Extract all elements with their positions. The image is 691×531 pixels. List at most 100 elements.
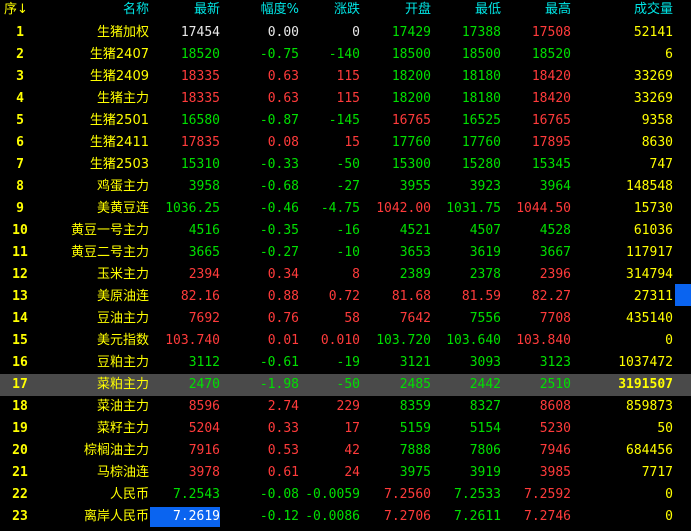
cell-low: 3923 <box>469 179 501 194</box>
cell-seq: 14 <box>12 311 28 326</box>
cell-high: 3985 <box>539 465 571 480</box>
cell-change: 115 <box>336 69 360 84</box>
cell-high: 3964 <box>539 179 571 194</box>
cell-change: 15 <box>344 135 360 150</box>
cell-seq: 9 <box>16 201 24 216</box>
cell-high: 3123 <box>539 355 571 370</box>
cell-pct: 0.63 <box>267 69 299 84</box>
table-row[interactable]: 14 豆油主力 7692 0.76 58 7642 7556 7708 435140 <box>0 308 691 330</box>
cell-pct: 0.33 <box>267 421 299 436</box>
header-low[interactable]: 最低 <box>474 2 501 17</box>
table-row[interactable]: 10 黄豆一号主力 4516 -0.35 -16 4521 4507 4528 61036 <box>0 220 691 242</box>
cell-low: 3919 <box>469 465 501 480</box>
cell-open: 3653 <box>399 245 431 260</box>
cell-latest: 16580 <box>180 113 220 128</box>
cell-volume: 0 <box>665 509 673 524</box>
cell-high: 18520 <box>531 47 571 62</box>
scroll-indicator[interactable] <box>675 284 691 306</box>
cell-open: 3955 <box>399 179 431 194</box>
header-volume[interactable]: 成交量 <box>633 2 673 17</box>
cell-high: 7708 <box>539 311 571 326</box>
cell-latest: 18335 <box>180 91 220 106</box>
table-row[interactable]: 8 鸡蛋主力 3958 -0.68 -27 3955 3923 3964 148548 <box>0 176 691 198</box>
cell-pct: -0.35 <box>259 223 299 238</box>
cell-open: 16765 <box>391 113 431 128</box>
table-row[interactable]: 21 马棕油连 3978 0.61 24 3975 3919 3985 7717 <box>0 462 691 484</box>
cell-volume: 148548 <box>626 179 673 194</box>
table-header: 序↓ 名称 最新 幅度% 涨跌 开盘 最低 最高 成交量 <box>0 0 691 20</box>
table-row[interactable]: 19 菜籽主力 5204 0.33 17 5159 5154 5230 50 <box>0 418 691 440</box>
table-row[interactable]: 20 棕榈油主力 7916 0.53 42 7888 7806 7946 684456 <box>0 440 691 462</box>
cell-change: 0 <box>352 25 360 40</box>
cell-high: 7.2592 <box>524 487 571 502</box>
cell-pct: -0.68 <box>259 179 299 194</box>
cell-high: 17895 <box>531 135 571 150</box>
cell-open: 17760 <box>391 135 431 150</box>
table-row[interactable]: 22 人民币 7.2543 -0.08 -0.0059 7.2560 7.2533 7.259… <box>0 484 691 506</box>
cell-change: 17 <box>344 421 360 436</box>
cell-low: 4507 <box>469 223 501 238</box>
cell-pct: -0.87 <box>259 113 299 128</box>
cell-high: 18420 <box>531 69 571 84</box>
cell-seq: 2 <box>16 47 24 62</box>
table-row[interactable]: 7 生猪2503 15310 -0.33 -50 15300 15280 15345 747 <box>0 154 691 176</box>
table-row[interactable]: 13 美原油连 82.16 0.88 0.72 81.68 81.59 82.27 27311 <box>0 286 691 308</box>
table-row[interactable]: 16 豆粕主力 3112 -0.61 -19 3121 3093 3123 1037472 <box>0 352 691 374</box>
cell-seq: 16 <box>12 355 28 370</box>
cell-name: 生猪加权 <box>96 25 149 40</box>
header-change[interactable]: 涨跌 <box>333 2 360 17</box>
table-row[interactable]: 17 菜粕主力 2470 -1.98 -50 2485 2442 2510 3191507 <box>0 374 691 396</box>
cell-volume: 117917 <box>626 245 673 260</box>
cell-volume: 7717 <box>641 465 673 480</box>
table-row[interactable]: 9 美黄豆连 1036.25 -0.46 -4.75 1042.00 1031.75 1044… <box>0 198 691 220</box>
table-row[interactable]: 3 生猪2409 18335 0.63 115 18200 18180 18420 33269 <box>0 66 691 88</box>
cell-high: 8608 <box>539 399 571 414</box>
cell-pct: 0.53 <box>267 443 299 458</box>
cell-name: 生猪2503 <box>89 157 149 172</box>
table-row[interactable]: 18 菜油主力 8596 2.74 229 8359 8327 8608 859873 <box>0 396 691 418</box>
cell-volume: 6 <box>665 47 673 62</box>
cell-open: 7888 <box>399 443 431 458</box>
cell-pct: 0.76 <box>267 311 299 326</box>
cell-change: 24 <box>344 465 360 480</box>
cell-open: 4521 <box>399 223 431 238</box>
cell-open: 18200 <box>391 91 431 106</box>
header-open[interactable]: 开盘 <box>404 2 431 17</box>
table-row[interactable]: 23 离岸人民币 7.2619 -0.12 -0.0086 7.2706 7.2611 7.2… <box>0 506 691 528</box>
cell-low: 15280 <box>461 157 501 172</box>
header-high[interactable]: 最高 <box>544 2 571 17</box>
table-row[interactable]: 6 生猪2411 17835 0.08 15 17760 17760 17895 8630 <box>0 132 691 154</box>
table-row[interactable]: 12 玉米主力 2394 0.34 8 2389 2378 2396 314794 <box>0 264 691 286</box>
cell-high: 2396 <box>539 267 571 282</box>
table-row[interactable]: 15 美元指数 103.740 0.01 0.010 103.720 103.640 103.… <box>0 330 691 352</box>
cell-latest: 7916 <box>188 443 220 458</box>
cell-change: -0.0086 <box>305 509 360 524</box>
header-seq-sort[interactable]: 序↓ <box>4 2 28 17</box>
cell-name: 离岸人民币 <box>83 509 149 524</box>
cell-volume: 9358 <box>641 113 673 128</box>
cell-open: 3121 <box>399 355 431 370</box>
cell-latest: 8596 <box>188 399 220 414</box>
header-latest[interactable]: 最新 <box>193 2 220 17</box>
cell-low: 3093 <box>469 355 501 370</box>
table-row[interactable]: 1 生猪加权 17454 0.00 0 17429 17388 17508 52141 <box>0 22 691 44</box>
header-name[interactable]: 名称 <box>122 2 149 17</box>
table-row[interactable]: 11 黄豆二号主力 3665 -0.27 -10 3653 3619 3667 117917 <box>0 242 691 264</box>
cell-latest: 18335 <box>180 69 220 84</box>
cell-seq: 21 <box>12 465 28 480</box>
cell-low: 16525 <box>461 113 501 128</box>
cell-low: 18500 <box>461 47 501 62</box>
cell-pct: -0.08 <box>259 487 299 502</box>
header-pct[interactable]: 幅度% <box>260 2 299 17</box>
cell-pct: -0.27 <box>259 245 299 260</box>
table-row[interactable]: 4 生猪主力 18335 0.63 115 18200 18180 18420 33269 <box>0 88 691 110</box>
cell-low: 18180 <box>461 69 501 84</box>
cell-volume: 747 <box>649 157 673 172</box>
cell-latest: 7.2543 <box>173 487 220 502</box>
cell-change: -19 <box>336 355 360 370</box>
table-row[interactable]: 5 生猪2501 16580 -0.87 -145 16765 16525 16765 9358 <box>0 110 691 132</box>
cell-high: 17508 <box>531 25 571 40</box>
cell-open: 103.720 <box>376 333 431 348</box>
cell-pct: 0.63 <box>267 91 299 106</box>
table-row[interactable]: 2 生猪2407 18520 -0.75 -140 18500 18500 18520 6 <box>0 44 691 66</box>
